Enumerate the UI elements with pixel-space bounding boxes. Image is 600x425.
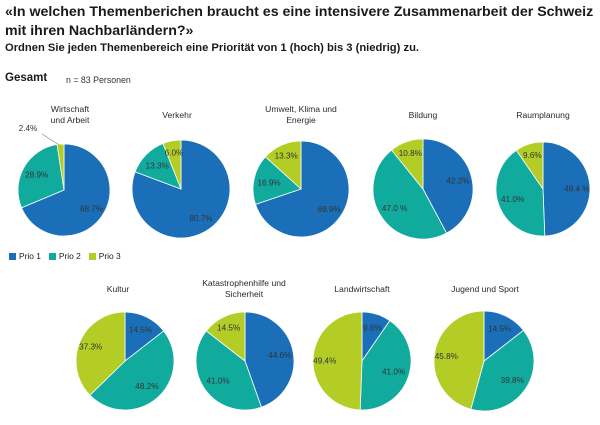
pie-chart: 9.6% 41.0% 49.4% Landwirtschaft — [312, 284, 412, 411]
pie-title: Umwelt, Klima und — [265, 104, 337, 114]
slice-label: 41.0% — [206, 377, 229, 386]
pie-title: Sicherheit — [225, 289, 264, 299]
slice-label: 42.2% — [446, 176, 469, 185]
pie-slice-prio3 — [75, 311, 126, 396]
pie-title: Landwirtschaft — [334, 284, 390, 294]
pie-title: Energie — [286, 115, 316, 125]
slice-label: 28.9% — [25, 171, 48, 180]
pie-chart: 49.4 % 41.0% 9.6% Raumplanung — [495, 110, 591, 237]
pie-slice-prio2 — [372, 149, 448, 240]
slice-label: 10.8% — [399, 149, 422, 158]
pie-title: Bildung — [409, 110, 438, 120]
pie-slice-prio2 — [495, 149, 546, 237]
pie-title: Wirtschaft — [51, 104, 90, 114]
pie-title: Katastrophenhilfe und — [202, 278, 286, 288]
slice-label: 68.7% — [80, 204, 103, 213]
slice-label: 2.4% — [19, 124, 38, 133]
legend-item-prio3: Prio 3 — [88, 251, 121, 261]
slice-label: 14.5% — [488, 325, 511, 334]
slice-label: 14.5% — [129, 325, 152, 334]
chart-title: «In welchen Themenberichen braucht es ei… — [5, 4, 594, 39]
slice-label: 14.5% — [217, 324, 240, 333]
pie-slice-prio1 — [131, 139, 231, 239]
pie-title: Jugend und Sport — [451, 284, 519, 294]
sample-size: n = 83 Personen — [66, 75, 131, 85]
slice-label: 39.8% — [501, 376, 524, 385]
slice-label: 41.0% — [382, 367, 405, 376]
pie-chart: 14.5% 48.2% 37.3% Kultur — [75, 284, 175, 411]
pie-title: Raumplanung — [516, 110, 570, 120]
pie-slice-prio3 — [433, 310, 485, 410]
slice-label: 16.9% — [257, 178, 280, 187]
pie-slice-prio3 — [515, 141, 544, 191]
legend: Prio 1 Prio 2 Prio 3 — [9, 251, 121, 261]
pie-chart: 14.5% 39.8% 45.8% Jugend und Sport — [433, 284, 535, 412]
slice-label: 45.8% — [435, 352, 458, 361]
pie-slice-prio2 — [252, 156, 302, 205]
pie-slice-prio1 — [255, 140, 350, 238]
pie-slice-prio3 — [56, 143, 65, 191]
chart-subtitle: Ordnen Sie jeden Themenbereich eine Prio… — [5, 42, 420, 54]
legend-item-prio1: Prio 1 — [9, 251, 41, 261]
legend-label: Prio 1 — [19, 251, 41, 261]
pie-chart: 44.6% 41.0% 14.5% Katastrophenhilfe undSich… — [195, 278, 295, 411]
pie-slice-prio3 — [264, 140, 302, 190]
slice-label: 49.4% — [313, 356, 336, 365]
pie-slice-prio3 — [312, 311, 363, 411]
slice-label: 9.6% — [363, 323, 382, 332]
legend-swatch — [48, 252, 56, 260]
pie-title: Kultur — [107, 284, 130, 294]
slice-label: 9.6% — [523, 151, 542, 160]
pie-slice-prio2 — [89, 330, 175, 411]
pie-slice-prio2 — [17, 144, 65, 209]
pie-slice-prio1 — [542, 141, 591, 237]
group-label: Gesamt — [5, 72, 48, 84]
slice-label: 47.0 % — [382, 204, 408, 213]
pie-slice-prio3 — [162, 139, 182, 190]
pie-slice-prio2 — [359, 320, 412, 411]
slice-label: 80.7% — [189, 214, 212, 223]
pie-chart: 42.2% 47.0 % 10.8% Bildung — [372, 110, 474, 240]
pie-title: und Arbeit — [51, 115, 90, 125]
pie-slice-prio2 — [470, 329, 535, 412]
slice-label: 13.3% — [146, 162, 169, 171]
legend-label: Prio 2 — [58, 251, 81, 261]
slice-label: 69.9% — [317, 205, 340, 214]
legend-swatch — [9, 252, 16, 260]
pie-chart: 80.7% 13.3% 6.0% Verkehr — [131, 110, 231, 239]
slice-label: 49.4 % — [564, 184, 590, 193]
legend-label: Prio 3 — [98, 251, 121, 261]
slice-label: 6.0% — [165, 148, 184, 157]
slice-label: 37.3% — [79, 343, 102, 352]
pie-slice-prio3 — [391, 138, 424, 191]
pie-slice-prio2 — [195, 330, 262, 411]
pie-slice-prio1 — [422, 138, 474, 234]
leader-line — [41, 133, 60, 146]
slice-label: 48.2% — [135, 382, 158, 391]
pie-title: Verkehr — [162, 110, 192, 120]
legend-swatch — [88, 252, 96, 260]
pie-slice-prio3 — [205, 311, 246, 362]
legend-item-prio2: Prio 2 — [48, 251, 81, 261]
pie-slice-prio1 — [21, 143, 111, 237]
slice-label: 44.6% — [268, 351, 291, 360]
slice-label: 41.0% — [501, 195, 524, 204]
slice-label: 13.3% — [275, 152, 298, 161]
pie-slice-prio1 — [244, 311, 295, 408]
